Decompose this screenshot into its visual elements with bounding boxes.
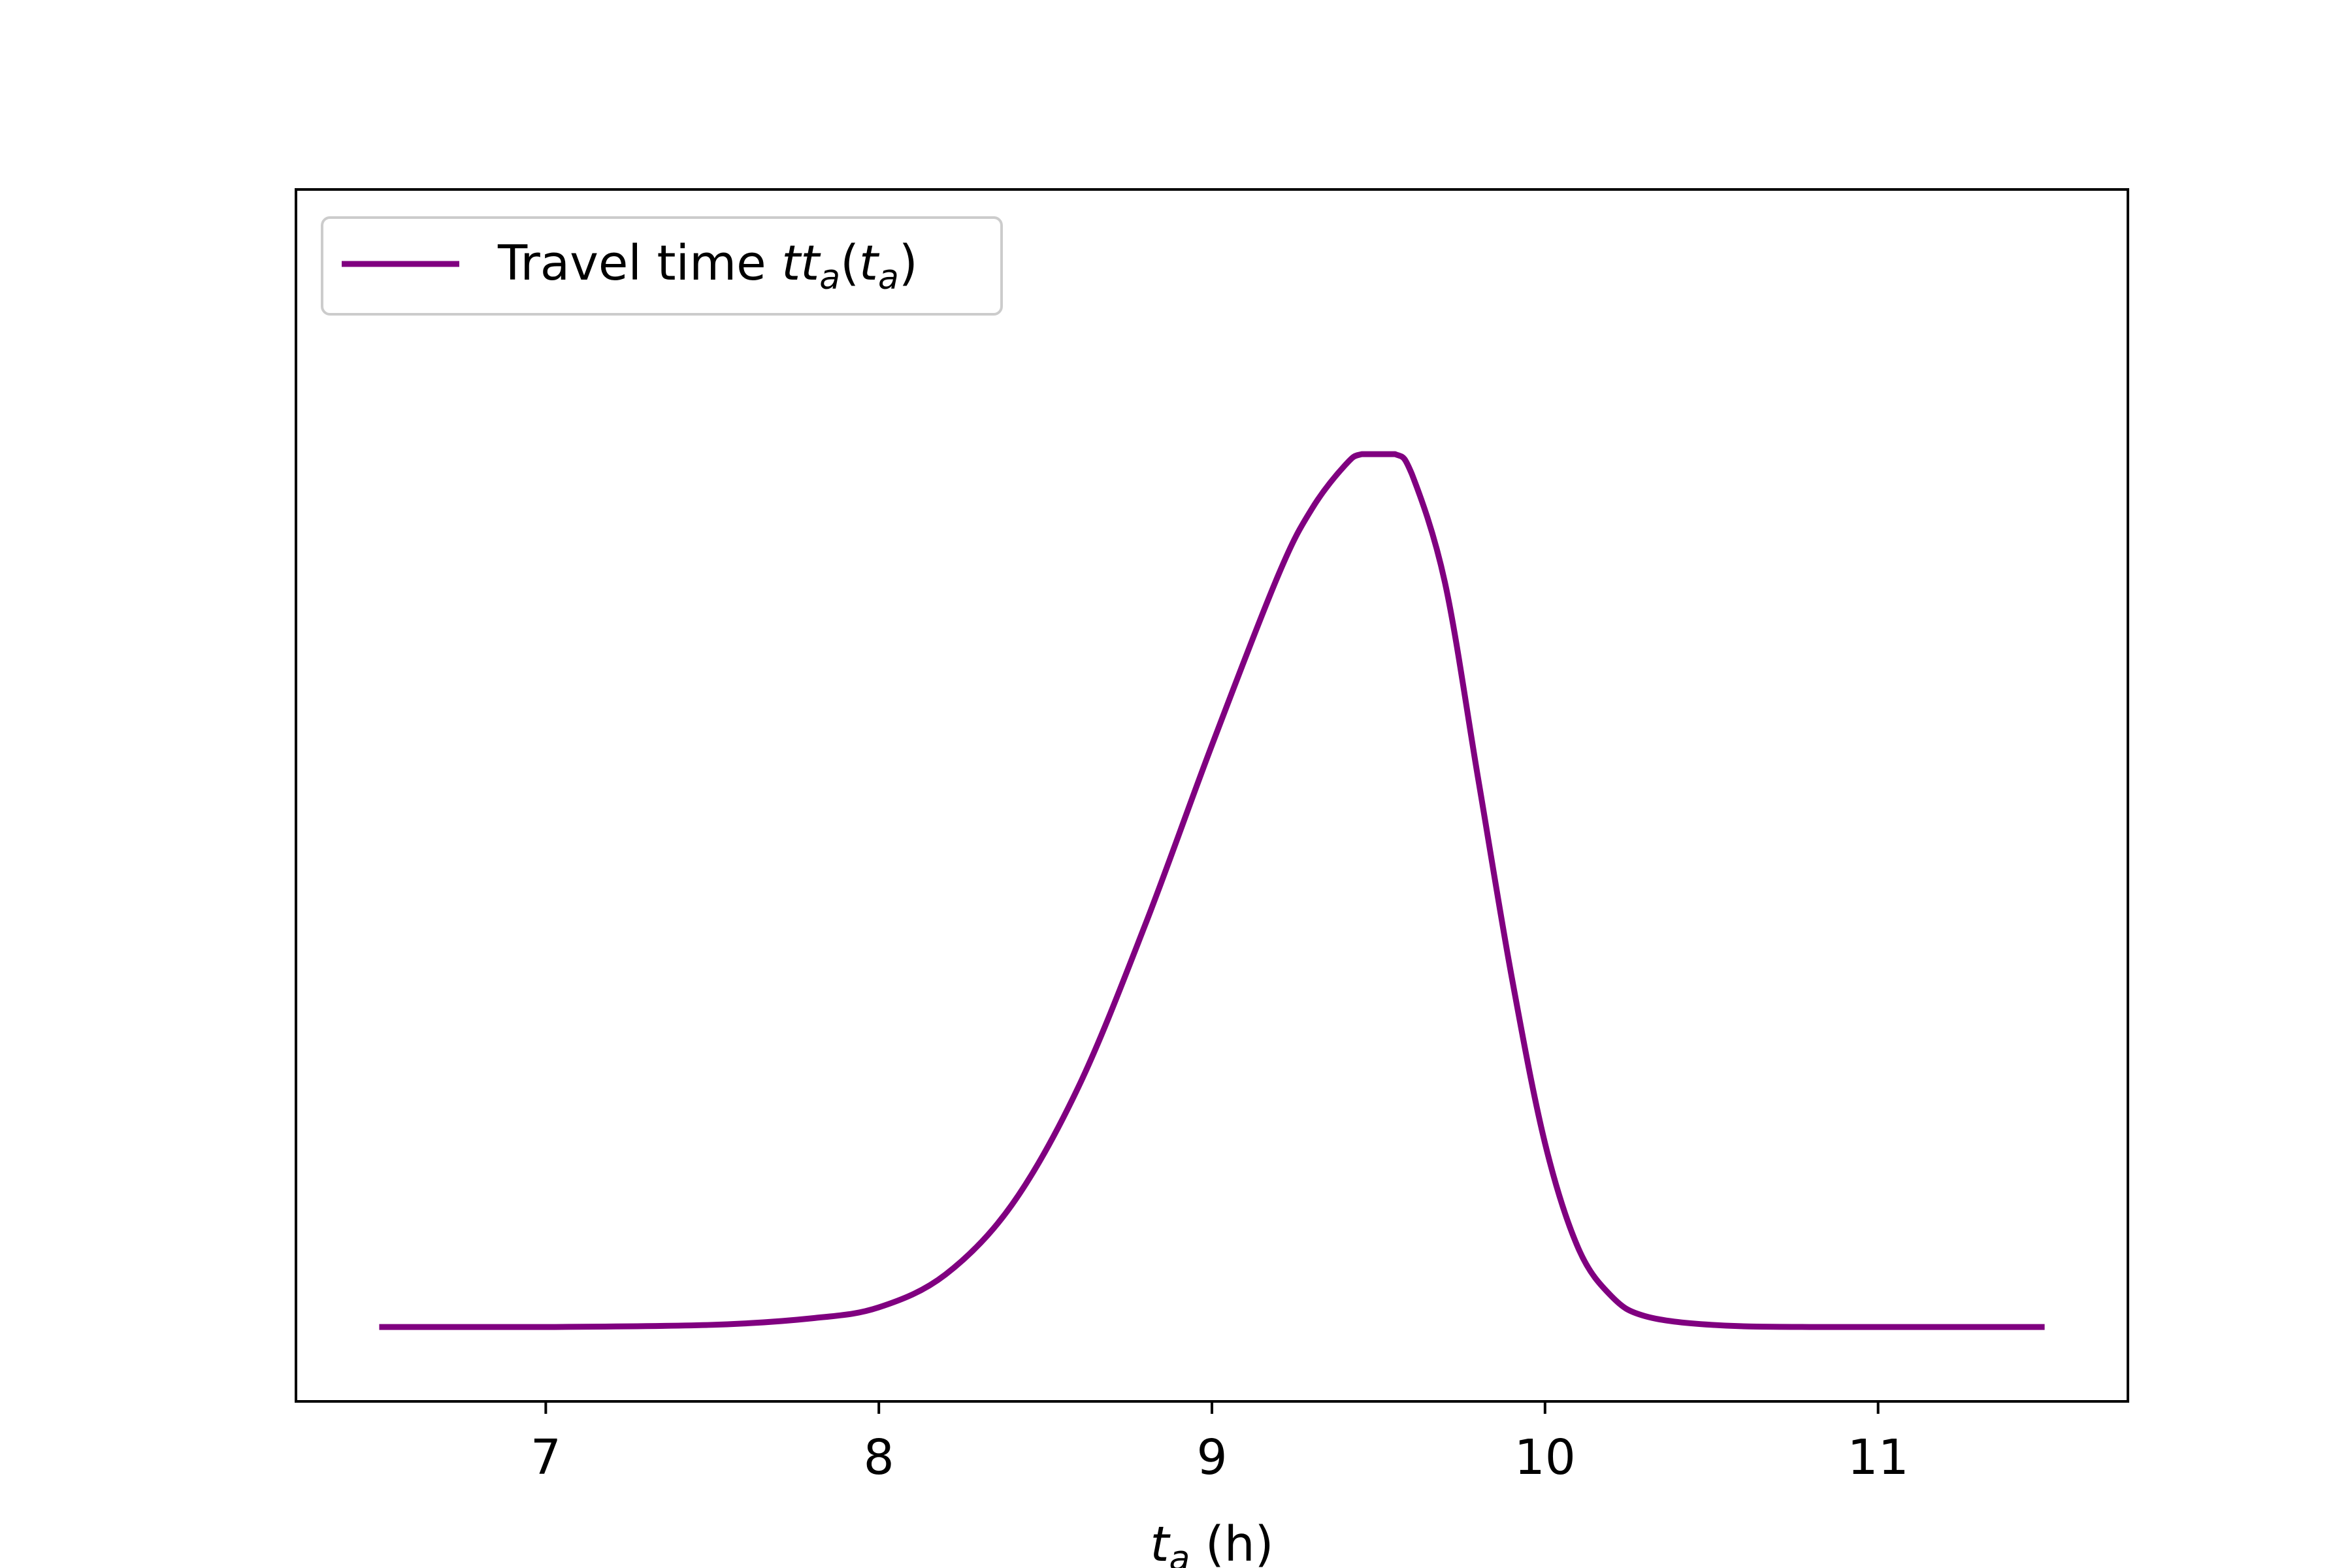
legend-label: Travel time tta(ta) [497, 235, 918, 297]
x-tick-label: 9 [1196, 1429, 1227, 1486]
x-axis-ticks: 7 8 9 10 11 [531, 1401, 1909, 1486]
x-tick-label: 10 [1514, 1429, 1576, 1486]
legend: Travel time tta(ta) [321, 216, 1003, 316]
x-tick-label: 8 [864, 1429, 894, 1486]
x-tick-label: 7 [531, 1429, 561, 1486]
plot-frame [295, 188, 2129, 1403]
x-tick-label: 11 [1848, 1429, 1909, 1486]
legend-box [321, 216, 1003, 316]
chart-marks [379, 451, 2045, 1330]
series-line-0 [379, 451, 2045, 1330]
x-axis-label: ta (h) [1150, 1516, 1273, 1568]
